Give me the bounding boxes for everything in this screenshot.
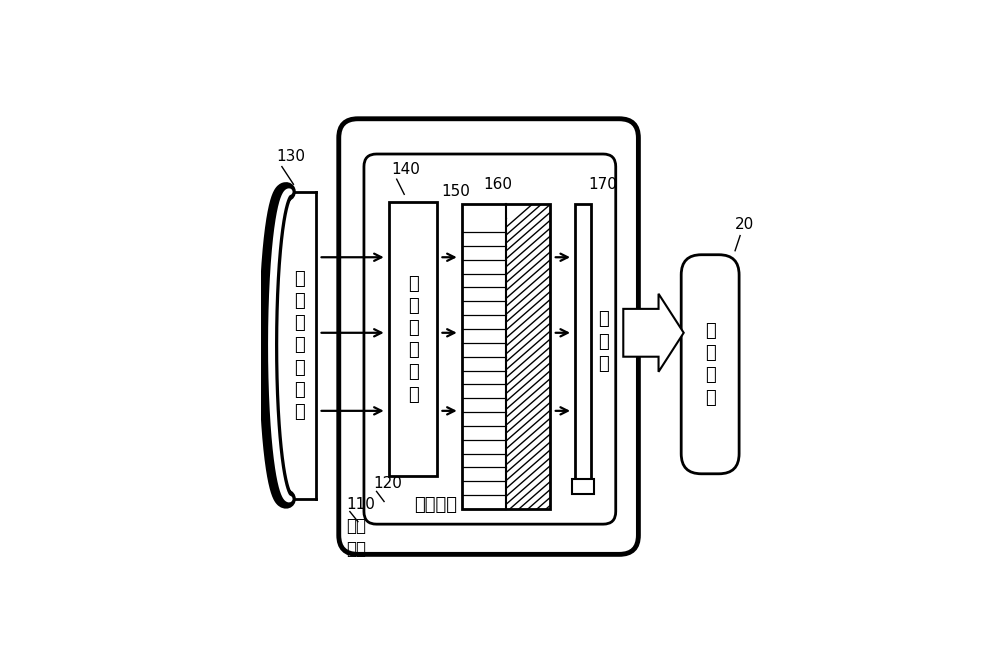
- Bar: [575, 204, 591, 479]
- FancyBboxPatch shape: [364, 154, 616, 524]
- Bar: [506, 205, 550, 509]
- Text: 成
像
器: 成 像 器: [598, 311, 609, 373]
- FancyArrow shape: [623, 294, 684, 372]
- Bar: [389, 202, 437, 476]
- FancyBboxPatch shape: [681, 254, 739, 473]
- Bar: [572, 479, 594, 494]
- Bar: [462, 205, 506, 509]
- FancyBboxPatch shape: [339, 119, 638, 555]
- Text: 真空腔室: 真空腔室: [414, 496, 457, 515]
- Text: 阵
列
针
孔
准
直
器: 阵 列 针 孔 准 直 器: [294, 270, 305, 421]
- Bar: [462, 205, 550, 509]
- Text: 130: 130: [276, 149, 305, 164]
- Text: 110: 110: [346, 496, 375, 511]
- Text: 150: 150: [441, 184, 470, 199]
- Text: 屏蔽
腔室: 屏蔽 腔室: [346, 517, 366, 559]
- Text: 20: 20: [735, 217, 754, 232]
- Text: 160: 160: [483, 177, 512, 192]
- Text: 120: 120: [373, 476, 402, 491]
- Text: 140: 140: [392, 162, 421, 177]
- Text: 闪
烁
体
转
换
器: 闪 烁 体 转 换 器: [408, 275, 418, 404]
- Text: 控
制
模
块: 控 制 模 块: [705, 322, 716, 407]
- Text: 170: 170: [589, 177, 618, 192]
- Bar: [273, 192, 316, 499]
